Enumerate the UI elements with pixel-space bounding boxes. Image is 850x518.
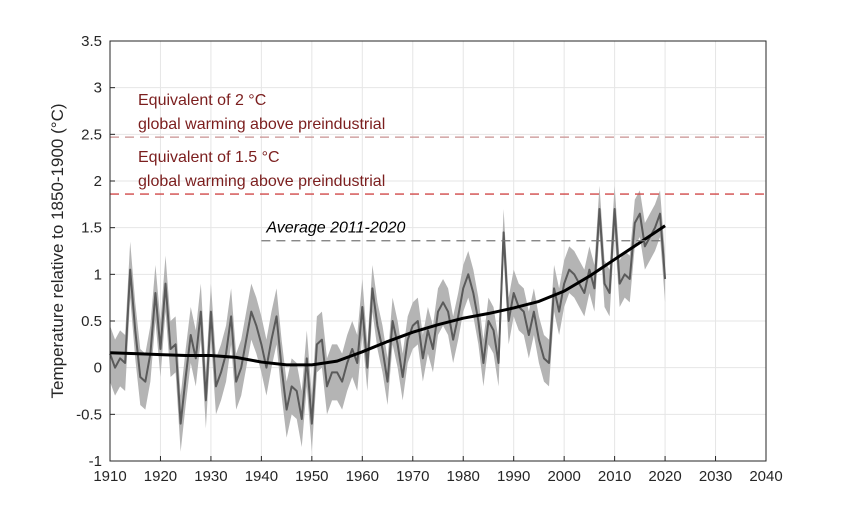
y-axis-label: Temperature relative to 1850-1900 (°C) <box>48 103 67 398</box>
smoothed-line <box>109 224 666 367</box>
x-tick-label: 1990 <box>497 468 530 485</box>
annual-line <box>109 208 667 425</box>
y-tick-label: 3.5 <box>81 33 102 50</box>
y-tick-label: -0.5 <box>76 406 102 423</box>
reference-label: global warming above preindustrial <box>138 116 385 133</box>
reference-label: Equivalent of 1.5 °C <box>138 149 280 166</box>
x-tick-label: 1980 <box>447 468 480 485</box>
x-tick-label: 1970 <box>396 468 429 485</box>
x-tick-label: 1950 <box>295 468 328 485</box>
y-tick-label: 1.5 <box>81 220 102 237</box>
x-tick-label: 1910 <box>93 468 126 485</box>
y-tick-label: 0.5 <box>81 313 102 330</box>
x-tick-label: 2030 <box>699 468 732 485</box>
x-tick-label: 1920 <box>144 468 177 485</box>
x-tick-label: 1940 <box>245 468 278 485</box>
y-tick-label: -1 <box>89 453 102 470</box>
x-tick-label: 2010 <box>598 468 631 485</box>
plot-frame <box>109 40 767 462</box>
y-tick-label: 1 <box>94 266 102 283</box>
y-tick-label: 2.5 <box>81 126 102 143</box>
y-tick-label: 2 <box>94 173 102 190</box>
x-tick-label: 2000 <box>547 468 580 485</box>
uncertainty-band <box>110 185 666 452</box>
y-tick-label: 3 <box>94 80 102 97</box>
x-tick-label: 2020 <box>648 468 681 485</box>
reference-label: Average 2011-2020 <box>265 220 405 237</box>
reference-label: Equivalent of 2 °C <box>138 92 266 109</box>
x-tick-label: 1960 <box>346 468 379 485</box>
x-tick-label: 2040 <box>749 468 782 485</box>
x-tick-label: 1930 <box>194 468 227 485</box>
reference-label: global warming above preindustrial <box>138 173 385 190</box>
y-tick-label: 0 <box>94 360 102 377</box>
